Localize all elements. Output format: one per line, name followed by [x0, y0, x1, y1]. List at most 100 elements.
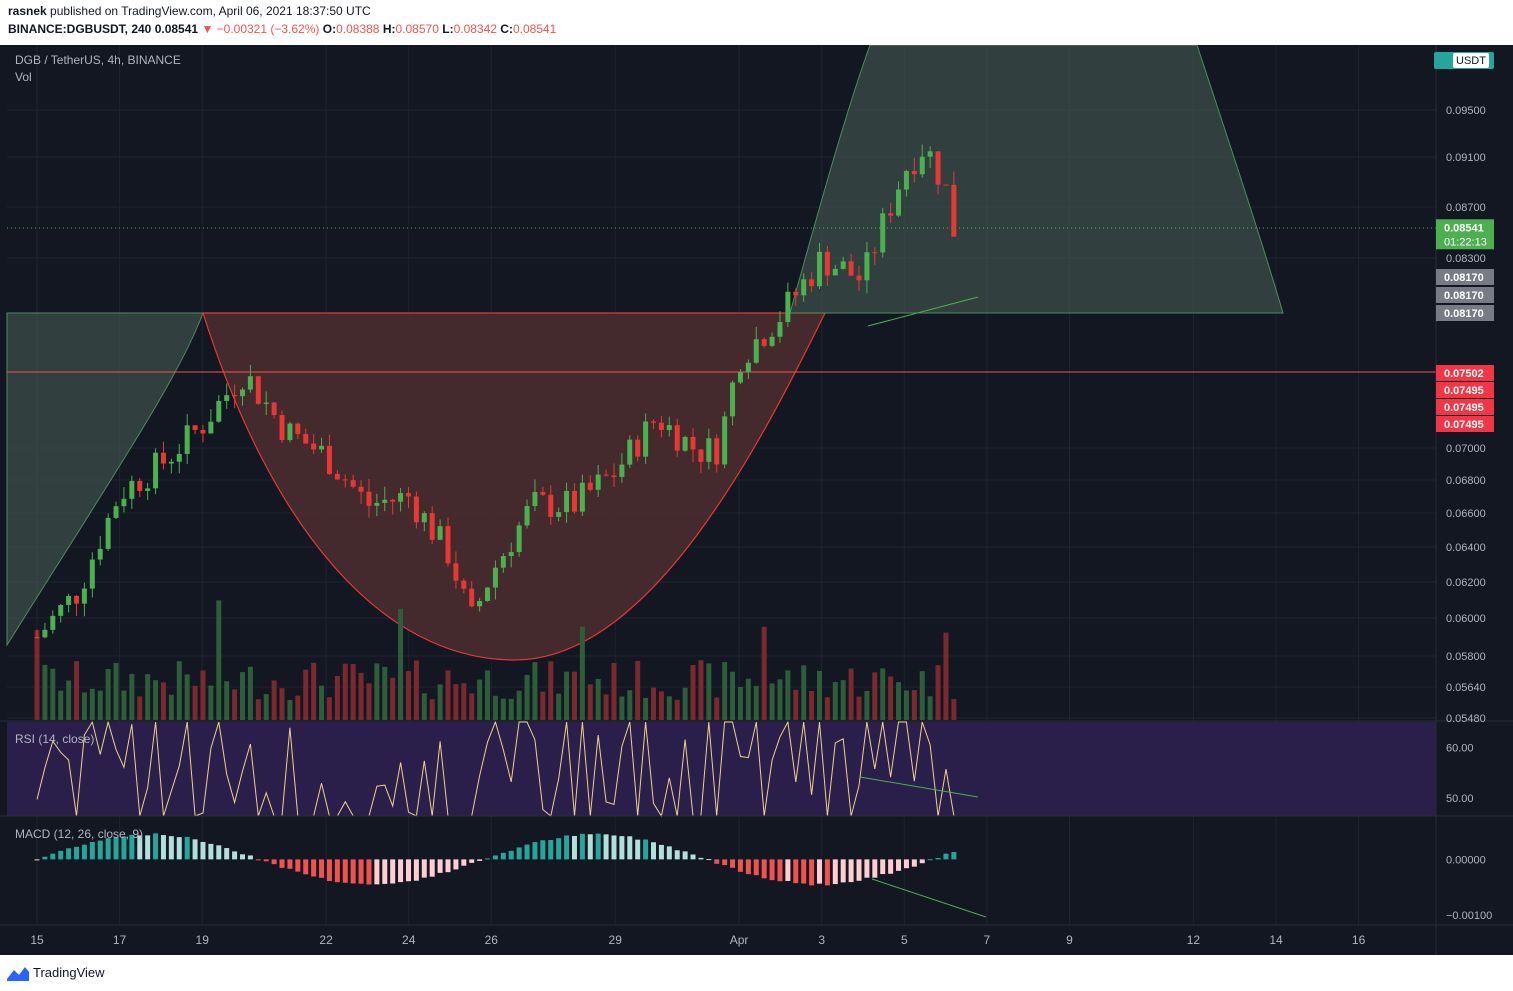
- volume-bar: [319, 685, 325, 720]
- macd-histogram-bar: [564, 835, 570, 860]
- volume-bar: [279, 688, 285, 720]
- volume-bar: [382, 666, 388, 720]
- low-label: L:: [442, 22, 454, 36]
- macd-histogram-bar: [287, 859, 293, 869]
- candle-body: [832, 268, 838, 276]
- currency-badge[interactable]: USDT: [1434, 52, 1494, 69]
- macd-histogram-bar: [935, 857, 941, 860]
- macd-histogram-bar: [429, 859, 435, 877]
- macd-histogram-bar: [445, 859, 451, 873]
- candle-body: [880, 213, 886, 253]
- high-value: 0.08570: [395, 22, 439, 36]
- volume-bar: [74, 661, 80, 720]
- volume-legend: Vol: [15, 70, 32, 84]
- price-label-3: 0.08170: [1444, 308, 1484, 320]
- candle-body: [97, 548, 103, 560]
- macd-histogram-bar: [627, 836, 633, 860]
- macd-histogram-bar: [168, 836, 174, 860]
- macd-histogram-bar: [943, 853, 949, 860]
- candle-body: [485, 587, 491, 601]
- candle-body: [935, 151, 941, 185]
- ohlc-line: BINANCE:DGBUSDT, 240 0.08541 ▼ −0.00321 …: [8, 22, 556, 36]
- volume-bar: [216, 600, 222, 720]
- volume-bar: [508, 698, 514, 720]
- volume-bar: [50, 668, 56, 720]
- volume-bar: [706, 663, 712, 720]
- volume-bar: [619, 696, 625, 720]
- macd-histogram-bar: [516, 847, 522, 860]
- volume-bar: [334, 675, 340, 720]
- macd-histogram-bar: [413, 859, 419, 881]
- candle-body: [761, 339, 767, 346]
- candle-body: [121, 498, 127, 507]
- candle-body: [208, 421, 214, 434]
- price-tick-6: 0.06600: [1446, 508, 1486, 520]
- price-axis[interactable]: 0.09500 0.09100 0.08700 0.08300 0.07000 0.068…: [1446, 105, 1486, 725]
- candle-body: [153, 452, 159, 489]
- candle-body: [390, 499, 396, 502]
- volume-bar: [911, 690, 917, 720]
- candle-body: [184, 425, 190, 454]
- macd-histogram-bar: [492, 855, 498, 860]
- time-axis[interactable]: 15 17 19 22 24 26 29 Apr 3 5 7 9 12 14 16: [30, 933, 1365, 947]
- candle-body: [745, 362, 751, 373]
- macd-histogram-bar: [405, 859, 411, 882]
- candle-body: [50, 615, 56, 630]
- candle-body: [247, 376, 253, 390]
- trading-chart[interactable]: 0.09500 0.09100 0.08700 0.08300 0.07000 0.068…: [0, 45, 1513, 955]
- volume-bar: [832, 681, 838, 720]
- macd-histogram-bar: [247, 855, 253, 860]
- macd-histogram-bar: [334, 859, 340, 883]
- price-tick-3: 0.08300: [1446, 253, 1486, 265]
- macd-histogram-bar: [793, 859, 799, 884]
- macd-histogram-bar: [453, 859, 459, 870]
- macd-histogram-bar: [113, 837, 119, 860]
- candle-body: [263, 402, 269, 404]
- candle-body: [34, 637, 40, 638]
- low-value: 0.08342: [453, 22, 497, 36]
- candle-body: [500, 556, 506, 568]
- currency-badge-inner: [1453, 53, 1489, 68]
- volume-bar: [437, 684, 443, 720]
- candle-body: [66, 595, 72, 606]
- candle-body: [405, 493, 411, 497]
- macd-histogram-bar: [643, 839, 649, 860]
- brand-name[interactable]: TradingView: [33, 965, 105, 980]
- volume-bar: [153, 680, 159, 720]
- volume-bar: [674, 699, 680, 720]
- volume-bar: [34, 630, 40, 720]
- price-label-1: 0.08170: [1444, 272, 1484, 284]
- rsi-pane: [7, 720, 1436, 818]
- volume-bar: [500, 698, 506, 720]
- macd-histogram-bar: [548, 839, 554, 860]
- volume-bars: [34, 600, 957, 720]
- macd-histogram-bar: [587, 834, 593, 860]
- volume-bar: [263, 694, 269, 720]
- candle-body: [769, 336, 775, 346]
- macd-histogram-bar: [81, 844, 87, 860]
- volume-bar: [816, 670, 822, 720]
- volume-bar: [113, 662, 119, 720]
- author-name[interactable]: rasnek: [8, 4, 47, 18]
- macd-divergence-line: [871, 878, 987, 918]
- volume-bar: [492, 695, 498, 720]
- open-label: O:: [322, 22, 337, 36]
- macd-histogram-bar: [714, 859, 720, 864]
- candle-body: [603, 474, 609, 476]
- volume-bar: [295, 695, 301, 720]
- volume-bar: [232, 689, 238, 720]
- volume-bar: [864, 690, 870, 720]
- price-tick-5: 0.06800: [1446, 475, 1486, 487]
- candle-body: [508, 552, 514, 557]
- price-label-bg-5: [1436, 382, 1494, 398]
- volume-bar: [540, 691, 546, 720]
- candle-body: [824, 251, 830, 276]
- volume-bar: [824, 697, 830, 720]
- tradingview-logo-icon[interactable]: [6, 964, 30, 982]
- candle-body: [326, 445, 332, 474]
- price-label-7: 0.07495: [1444, 419, 1484, 431]
- time-tick-3: 22: [319, 933, 333, 947]
- candle-body: [706, 438, 712, 462]
- candle-body: [271, 402, 277, 416]
- macd-histogram-bar: [279, 859, 285, 868]
